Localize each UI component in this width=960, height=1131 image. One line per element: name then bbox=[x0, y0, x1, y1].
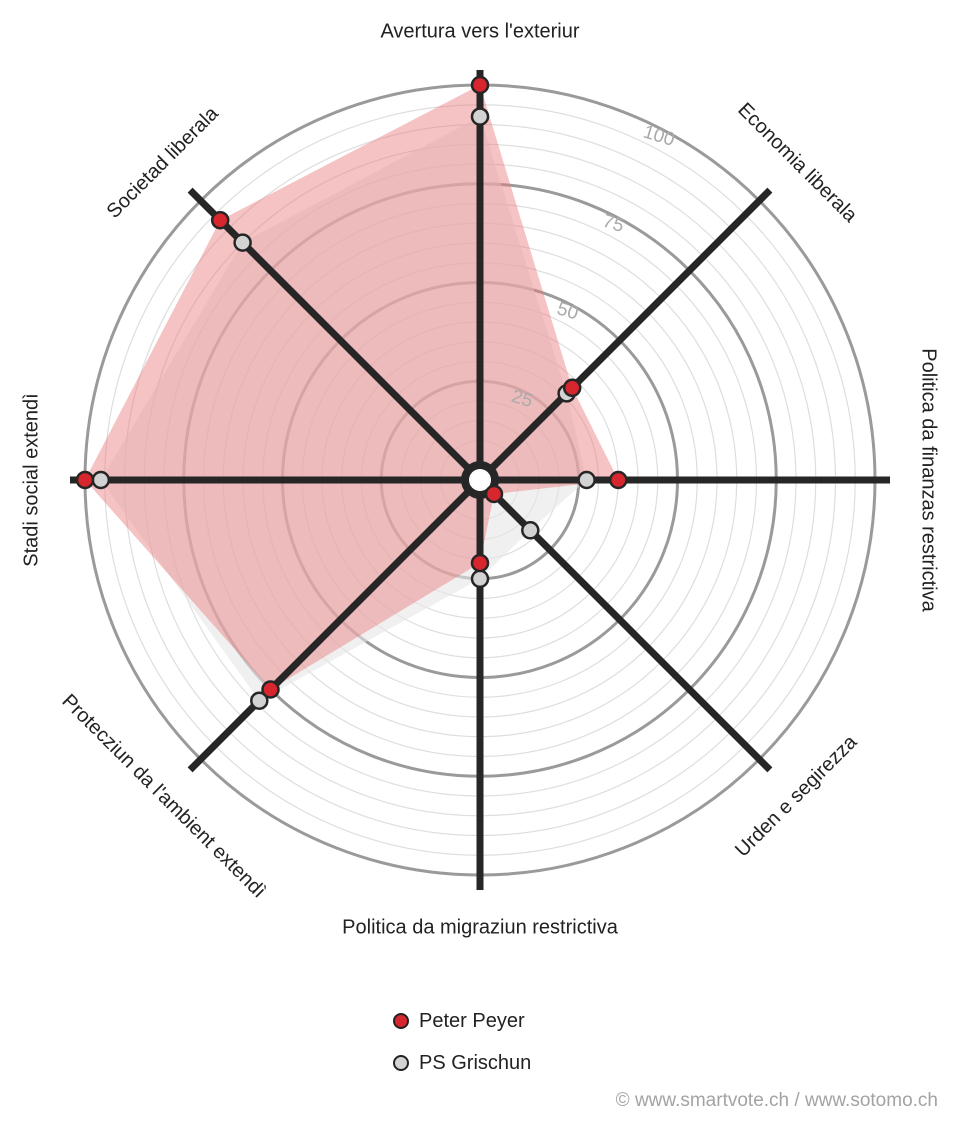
data-point-peter-peyer bbox=[609, 470, 628, 490]
legend-dot-red bbox=[393, 1013, 409, 1029]
legend-item-peter-peyer: Peter Peyer bbox=[393, 1000, 531, 1042]
axis-label: Stadi social extendì bbox=[20, 393, 42, 566]
axis-spoke bbox=[477, 187, 773, 483]
series-points bbox=[75, 75, 628, 710]
data-point-ps-grischun bbox=[233, 233, 252, 252]
data-point-peter-peyer bbox=[261, 680, 280, 699]
tick-label: 100 bbox=[641, 122, 677, 151]
legend-item-ps-grischun: PS Grischun bbox=[393, 1042, 531, 1084]
axis-spoke bbox=[187, 477, 483, 773]
axis-label: Politica da migraziun restrictiva bbox=[342, 916, 619, 938]
data-point-peter-peyer bbox=[470, 75, 490, 95]
axis-label: Politica da finanzas restrictiva bbox=[918, 348, 940, 612]
hub-inner bbox=[469, 469, 491, 491]
data-point-peter-peyer bbox=[562, 378, 582, 398]
data-point-ps-grischun bbox=[521, 521, 540, 540]
data-point-ps-grischun bbox=[250, 691, 269, 710]
series-area-ps-grischun bbox=[100, 116, 587, 701]
data-point-ps-grischun bbox=[91, 470, 111, 490]
data-point-ps-grischun bbox=[577, 470, 596, 490]
series-areas bbox=[85, 85, 619, 701]
legend-label: PS Grischun bbox=[419, 1051, 532, 1074]
axis-spoke bbox=[477, 477, 773, 773]
credit-text: © www.smartvote.ch / www.sotomo.ch bbox=[615, 1090, 938, 1111]
data-point-ps-grischun bbox=[470, 569, 490, 589]
series-area-peter-peyer bbox=[85, 85, 619, 690]
data-point-peter-peyer bbox=[484, 484, 504, 504]
data-point-peter-peyer bbox=[470, 553, 490, 573]
data-point-ps-grischun bbox=[470, 107, 490, 126]
data-point-peter-peyer bbox=[75, 470, 95, 490]
data-point-peter-peyer bbox=[210, 210, 230, 230]
legend: Peter Peyer PS Grischun bbox=[393, 1000, 531, 1084]
legend-label: Peter Peyer bbox=[419, 1009, 525, 1032]
legend-dot-grey bbox=[393, 1055, 409, 1071]
axis-label: Avertura vers l'exteriur bbox=[380, 20, 579, 42]
